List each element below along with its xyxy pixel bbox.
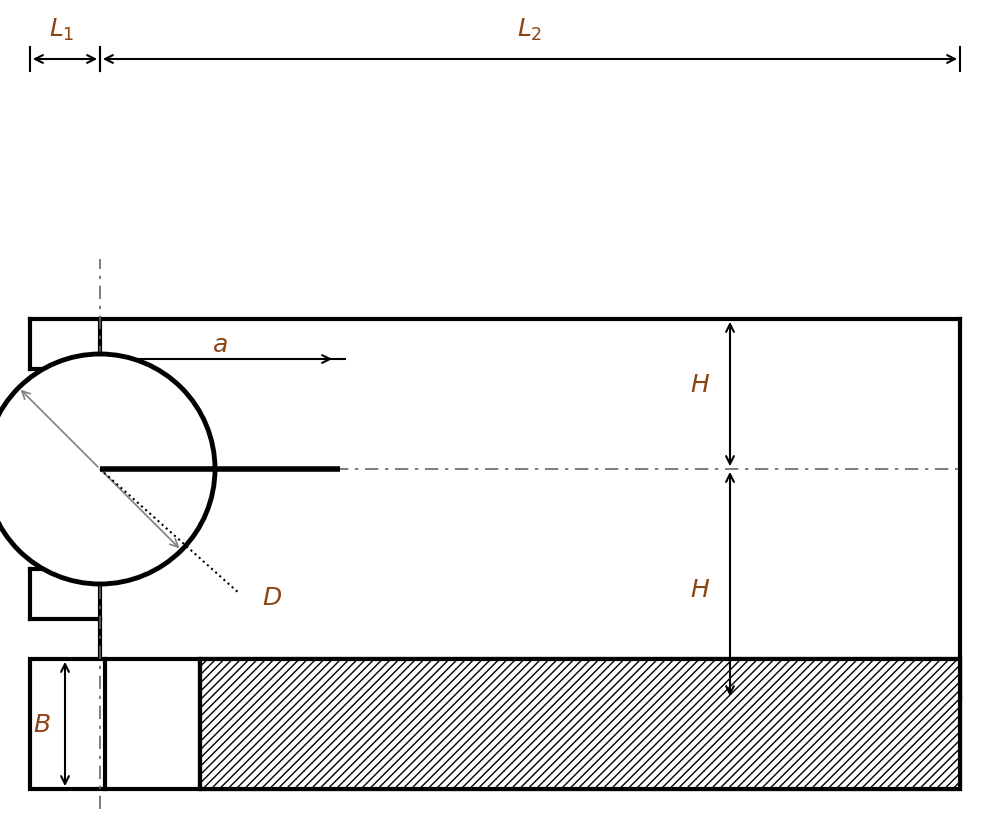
Bar xyxy=(30,319,100,369)
Text: $L_2$: $L_2$ xyxy=(517,17,543,43)
Bar xyxy=(200,659,960,789)
Text: $D$: $D$ xyxy=(262,586,282,609)
Bar xyxy=(100,319,960,699)
Bar xyxy=(200,659,960,789)
Text: $a$: $a$ xyxy=(212,333,228,356)
Bar xyxy=(30,569,100,619)
Text: $B$: $B$ xyxy=(33,713,51,736)
Text: $L_1$: $L_1$ xyxy=(49,17,75,43)
Bar xyxy=(30,659,960,789)
Text: $H$: $H$ xyxy=(690,577,710,601)
Text: $H$: $H$ xyxy=(690,373,710,396)
Circle shape xyxy=(0,355,215,584)
